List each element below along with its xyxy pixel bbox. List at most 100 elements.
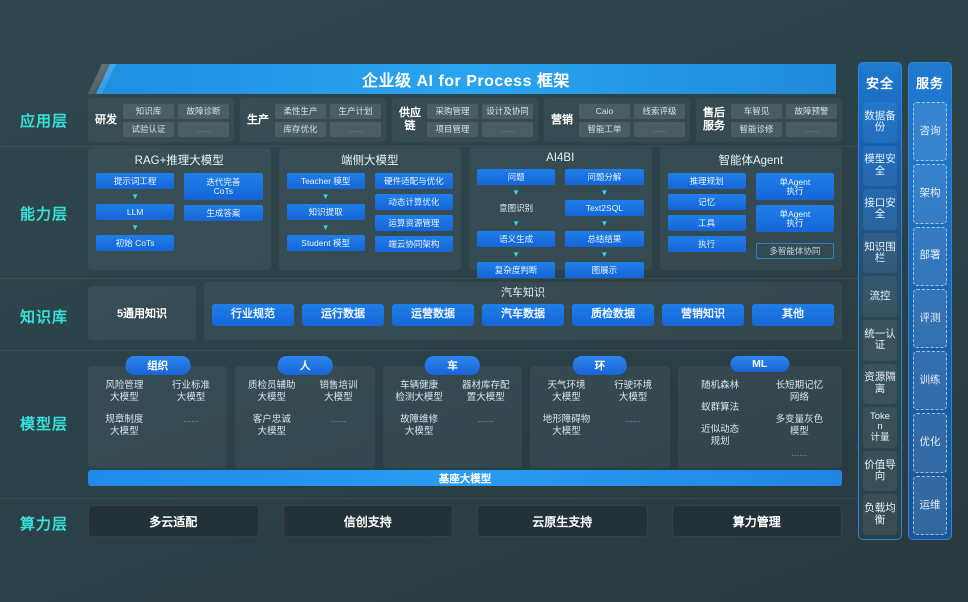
model-item[interactable]: 天气环境 大模型 [547, 380, 586, 403]
capability-chip[interactable]: Teacher 模型 [286, 173, 365, 189]
application-cell[interactable]: 试验认证 [123, 121, 174, 137]
application-cell[interactable]: ...... [482, 121, 533, 137]
application-cell[interactable]: 故障诊断 [178, 103, 229, 119]
model-item[interactable]: 随机森林 [701, 380, 740, 391]
model-item[interactable]: 长短期记忆 网络 [775, 380, 824, 403]
application-cell[interactable]: 柔性生产 [275, 103, 326, 119]
capability-chip[interactable]: 端云协同架构 [374, 236, 453, 252]
capability-chip[interactable]: 运算资源管理 [374, 215, 453, 231]
capability-chip[interactable]: 知识提取 [286, 204, 365, 220]
base-model-bar[interactable]: 基座大模型 [88, 470, 842, 486]
model-item[interactable]: ...... [791, 447, 808, 459]
safety-item[interactable]: Toke n 计量 [863, 407, 897, 448]
model-group-pill[interactable]: 车 [425, 356, 480, 375]
knowledge-chip[interactable]: 行业规范 [212, 304, 294, 326]
model-item[interactable]: ...... [477, 413, 494, 425]
application-cell[interactable]: 采购管理 [427, 103, 478, 119]
safety-item[interactable]: 知识围栏 [863, 232, 897, 274]
model-item[interactable]: 车辆健康 检测大模型 [395, 380, 443, 403]
model-item[interactable]: ...... [625, 413, 642, 425]
capability-chip[interactable]: 总结结果 [565, 231, 644, 247]
knowledge-chip[interactable]: 运行数据 [302, 304, 384, 326]
service-item[interactable]: 优化 [913, 413, 947, 473]
safety-item[interactable]: 统一认证 [863, 319, 897, 361]
model-item[interactable]: ...... [183, 413, 199, 425]
capability-chip[interactable]: 初始 CoTs [96, 235, 175, 251]
knowledge-chip[interactable]: 运营数据 [392, 304, 474, 326]
knowledge-chip[interactable]: 其他 [752, 304, 834, 326]
compute-button[interactable]: 多云适配 [88, 505, 259, 537]
application-cell[interactable]: Caio [579, 103, 630, 119]
application-cell[interactable]: 项目管理 [427, 121, 478, 137]
compute-button[interactable]: 云原生支持 [477, 505, 648, 537]
model-item[interactable]: 规章制度 大模型 [105, 413, 144, 437]
capability-chip[interactable]: Text2SQL [565, 200, 644, 216]
model-item[interactable]: 地形障碍物 大模型 [542, 413, 591, 437]
capability-chip[interactable]: 执行 [667, 236, 746, 252]
capability-chip[interactable]: 推理规划 [667, 173, 746, 189]
capability-chip[interactable]: 记忆 [667, 194, 746, 210]
model-group-pill[interactable]: ML [730, 356, 790, 372]
application-cell[interactable]: 库存优化 [275, 121, 326, 137]
model-item[interactable]: 蚁群算法 [701, 401, 740, 413]
safety-item[interactable]: 流控 [863, 276, 897, 317]
application-cell[interactable]: 智能诊修 [731, 121, 782, 137]
capability-chip[interactable]: LLM [96, 204, 175, 220]
model-item[interactable]: 客户忠诚 大模型 [252, 413, 291, 437]
knowledge-chip[interactable]: 汽车数据 [482, 304, 564, 326]
capability-chip[interactable]: 生成答案 [184, 205, 263, 221]
application-cell[interactable]: 故障预警 [786, 103, 837, 119]
application-cell[interactable]: 线索评级 [634, 103, 685, 119]
capability-chip[interactable]: 问题 [477, 169, 556, 185]
safety-item[interactable]: 价值导向 [863, 450, 897, 492]
model-item[interactable]: 行业标准 大模型 [172, 380, 211, 403]
safety-item[interactable]: 负载均衡 [863, 494, 897, 535]
application-cell[interactable]: 生产计划 [330, 103, 381, 119]
application-cell[interactable]: 知识库 [123, 103, 174, 119]
service-item[interactable]: 部署 [913, 226, 947, 286]
capability-chip[interactable]: 意图识别 [499, 202, 534, 213]
safety-item[interactable]: 资源隔离 [863, 363, 897, 405]
application-cell[interactable]: 设计及协同 [482, 103, 533, 119]
compute-button[interactable]: 算力管理 [671, 505, 842, 537]
model-item[interactable]: 行驶环境 大模型 [614, 380, 653, 403]
capability-chip[interactable]: 问题分解 [565, 169, 644, 185]
model-item[interactable]: 风险管理 大模型 [105, 380, 144, 403]
service-item[interactable]: 咨询 [913, 102, 947, 162]
compute-button[interactable]: 信创支持 [282, 505, 453, 537]
safety-item[interactable]: 数据备份 [863, 102, 897, 143]
capability-chip[interactable]: 工具 [667, 215, 746, 231]
service-item[interactable]: 评测 [913, 288, 947, 349]
service-item[interactable]: 架构 [913, 164, 947, 224]
model-group-pill[interactable]: 人 [277, 356, 333, 375]
application-cell[interactable]: ...... [786, 121, 837, 137]
general-knowledge-box[interactable]: 5通用知识 [88, 286, 196, 340]
application-cell[interactable]: ...... [330, 121, 381, 137]
model-group-pill[interactable]: 组织 [125, 356, 191, 375]
application-cell[interactable]: ...... [178, 121, 229, 137]
capability-chip[interactable]: Student 模型 [286, 235, 365, 251]
capability-chip[interactable]: 单Agent 执行 [755, 173, 834, 200]
safety-item[interactable]: 模型安全 [863, 145, 897, 187]
model-item[interactable]: 器材库存配 置大模型 [462, 380, 510, 403]
capability-chip[interactable]: 图展示 [565, 262, 644, 278]
application-cell[interactable]: 车智见 [731, 103, 782, 119]
capability-chip[interactable]: 单Agent 执行 [755, 205, 834, 232]
application-cell[interactable]: ...... [634, 121, 685, 137]
model-item[interactable]: 质检员辅助 大模型 [247, 380, 296, 403]
service-item[interactable]: 训练 [913, 351, 947, 411]
capability-chip[interactable]: 迭代完善 CoTs [184, 173, 263, 200]
application-cell[interactable]: 智能工单 [579, 121, 630, 137]
model-item[interactable]: ...... [330, 413, 347, 425]
capability-chip[interactable]: 语义生成 [477, 231, 556, 247]
knowledge-chip[interactable]: 营销知识 [662, 304, 744, 326]
model-item[interactable]: 多变量灰色 模型 [775, 413, 824, 437]
capability-chip[interactable]: 硬件适配与优化 [374, 173, 453, 189]
capability-chip[interactable]: 复杂度判断 [477, 262, 556, 278]
model-item[interactable]: 近似动态 规划 [701, 423, 740, 447]
knowledge-chip[interactable]: 质检数据 [572, 304, 654, 326]
capability-chip[interactable]: 动态计算优化 [374, 194, 453, 210]
service-item[interactable]: 运维 [913, 475, 947, 535]
safety-item[interactable]: 接口安全 [863, 189, 897, 230]
model-group-pill[interactable]: 环 [572, 356, 628, 375]
